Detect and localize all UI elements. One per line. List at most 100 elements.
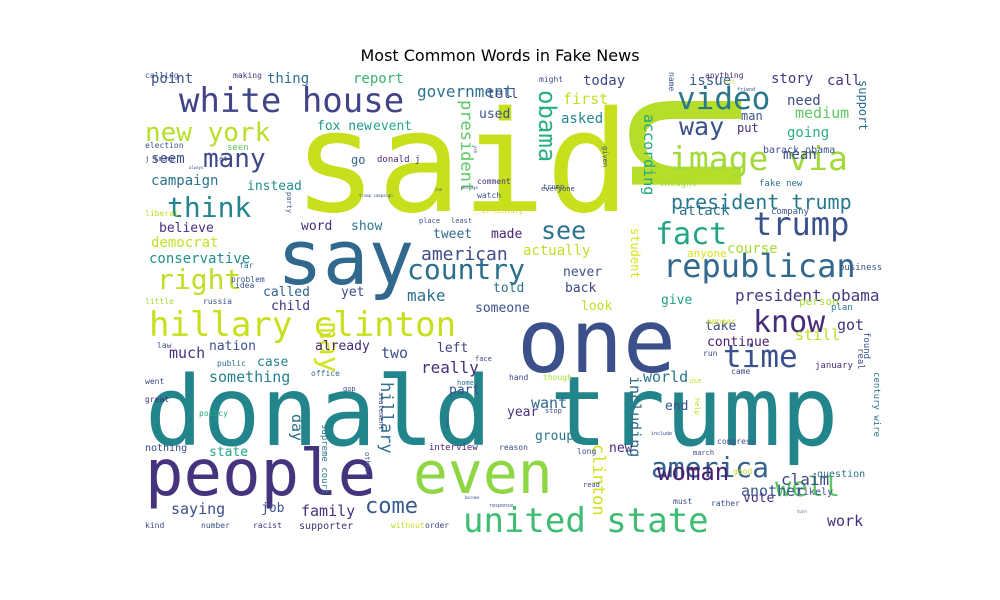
word-u: u (584, 82, 817, 203)
word-gop: gop (343, 385, 356, 393)
word-part: part (449, 383, 481, 398)
word-still: still (795, 326, 841, 344)
word-actually: actually (523, 243, 591, 259)
word-state: state (209, 445, 249, 460)
word-far: far (239, 261, 254, 270)
word-make: make (407, 286, 446, 305)
word-issue: issue (689, 73, 732, 89)
word-event: event (373, 119, 413, 134)
word-great: great (145, 395, 170, 404)
word-stop: stop (545, 407, 562, 415)
word-tweet: tweet (433, 227, 473, 242)
word-person: person (799, 295, 839, 308)
word-must: must (673, 497, 693, 506)
word-might: might (539, 75, 564, 84)
word-march: march (693, 449, 715, 457)
word-j-trump: j trump (145, 155, 175, 163)
word-number: number (201, 521, 230, 530)
word-january: january (815, 361, 853, 371)
word-fox-new: fox new (317, 119, 372, 134)
word-white-house: white house (179, 81, 405, 121)
word-appear: appear (707, 317, 736, 326)
word-told: told (493, 281, 525, 296)
word-need: need (787, 93, 821, 109)
word-question: question (817, 469, 866, 480)
word-long: long (577, 447, 597, 456)
word-public: public (217, 359, 246, 368)
word-comment: comment (477, 177, 511, 186)
word-new-york: new york (145, 118, 271, 148)
word-kind: kind (145, 521, 165, 530)
word-left: left (437, 341, 469, 356)
word-conservative: conservative (149, 251, 251, 267)
word-help: help (693, 398, 701, 415)
word-friend: friend (737, 87, 756, 93)
word-trump-campaign: trump campaign (359, 193, 393, 198)
word-saying: saying (171, 500, 226, 518)
word-world: world (643, 368, 689, 386)
word-used: used (479, 107, 511, 122)
word-job: job (261, 501, 285, 516)
word-want: want (531, 394, 568, 412)
word-st-century: st century (481, 207, 524, 215)
word-office: office (311, 369, 340, 378)
word-family: family (301, 502, 356, 520)
word-ask: ask (473, 146, 478, 154)
word-attack: attack (679, 203, 730, 219)
word-business: business (839, 263, 883, 273)
word-support: support (856, 80, 870, 131)
word-congress: congress (717, 437, 756, 446)
word-supporter: supporter (299, 521, 354, 532)
word-way: way (679, 112, 725, 141)
word-obama: obama (533, 90, 561, 163)
word-likely: likely (797, 487, 834, 498)
word-problem: problem (231, 275, 265, 284)
word-said: said (293, 82, 631, 245)
word-good: good (733, 467, 753, 476)
word-found: found (861, 332, 871, 360)
word-went: went (145, 377, 165, 386)
word-company: company (771, 207, 809, 217)
word-case: case (257, 355, 289, 370)
word-think: think (167, 191, 252, 224)
word-week: week (445, 418, 450, 428)
word-policy: policy (199, 409, 228, 418)
word-nation: nation (209, 339, 256, 354)
word-video: video (677, 81, 771, 117)
word-watch: watch (477, 191, 502, 200)
word-read: read (583, 481, 600, 489)
word-interview: interview (429, 443, 478, 453)
word-cloud: said donald trump one people even say u united … (145, 72, 885, 538)
word-many: many (203, 144, 266, 174)
word-believe: believe (159, 221, 214, 236)
word-first: first (563, 90, 609, 108)
word-today: today (583, 73, 626, 89)
word-call: call (827, 73, 861, 89)
word-yet: yet (341, 285, 365, 300)
word-real: real (855, 348, 865, 370)
word-put: put (737, 121, 759, 135)
word-story: story (771, 72, 814, 87)
word-made: made (491, 227, 523, 242)
word-thing: thing (267, 72, 310, 87)
word-american: american (421, 244, 508, 265)
word-statement: statement (377, 392, 385, 430)
word-one: one (517, 290, 676, 393)
word-message: message (461, 185, 478, 190)
word-claim: claim (781, 470, 830, 489)
word-course: course (727, 241, 778, 257)
word-clinton: clinton (588, 444, 608, 516)
word-know: know (753, 305, 826, 340)
word-cnn: cnn (435, 187, 443, 192)
word-place: place (419, 217, 441, 225)
word-someone: someone (475, 301, 530, 316)
word-report: report (353, 72, 404, 87)
word-work: work (827, 512, 864, 530)
word-idea: idea (235, 281, 255, 290)
word-plan: plan (831, 303, 853, 313)
word-going: going (787, 125, 830, 141)
word-woman: woman (657, 458, 730, 486)
word-seem: seem (151, 151, 185, 167)
word-party: party (285, 192, 293, 214)
word-supreme-court: supreme court (319, 424, 329, 495)
